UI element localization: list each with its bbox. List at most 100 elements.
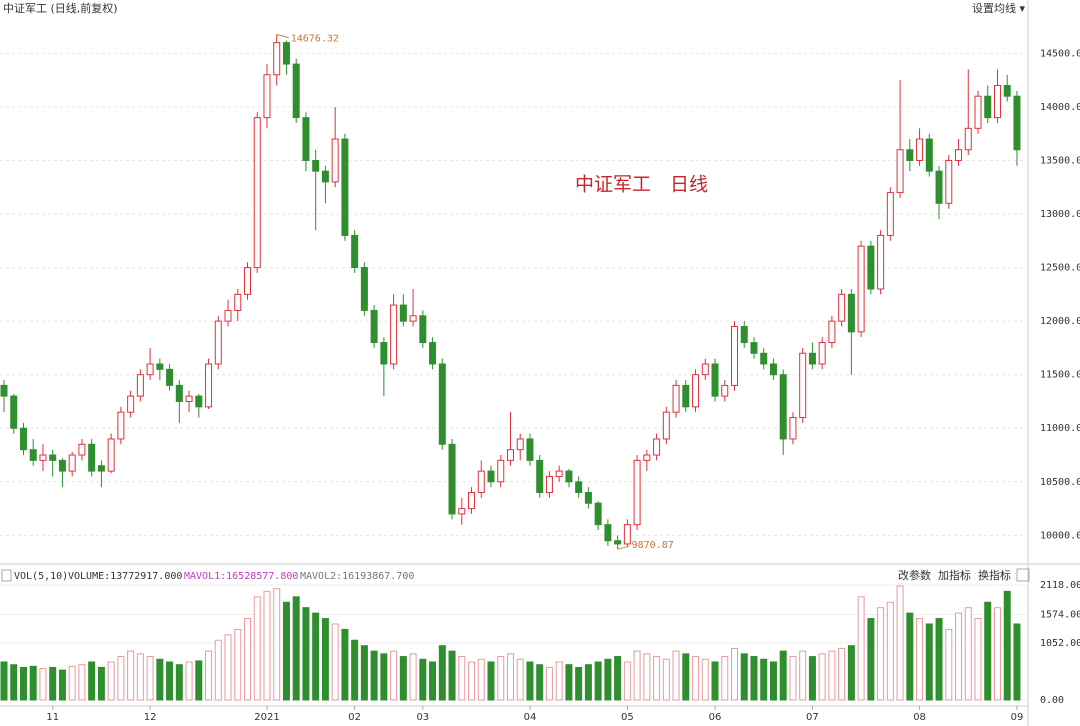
volume-bar	[604, 658, 612, 701]
volume-bar	[39, 668, 47, 701]
candle-body	[78, 443, 86, 456]
volume-bar	[1013, 623, 1021, 701]
volume-bar	[253, 596, 261, 701]
chart-title: 中证军工 (日线,前复权)	[3, 1, 118, 15]
volume-bar	[896, 585, 904, 701]
candle-body	[282, 42, 290, 65]
volume-bar	[19, 666, 27, 701]
volume-bar	[575, 666, 583, 701]
indicator-button[interactable]: 改参数	[898, 568, 931, 582]
y2-tick-label: 0.00	[1040, 695, 1064, 706]
volume-bar	[818, 653, 826, 701]
volume-bar	[399, 656, 407, 701]
candle-body	[906, 149, 914, 161]
candle-body	[166, 368, 174, 386]
candle-body	[253, 117, 261, 269]
y-tick-label: 10500.00	[1040, 477, 1080, 488]
volume-bar	[964, 607, 972, 701]
volume-bar	[662, 658, 670, 701]
low-label: 9870.87	[632, 540, 674, 551]
candle-body	[341, 138, 349, 236]
candle-body	[575, 481, 583, 494]
volume-bar	[516, 658, 524, 701]
candle-body	[662, 411, 670, 440]
candle-body	[955, 149, 963, 161]
volume-bar	[584, 664, 592, 701]
volume-bar	[750, 656, 758, 701]
candle-body	[175, 384, 183, 402]
candle-body	[740, 325, 748, 344]
candle-body	[653, 438, 661, 456]
volume-bar	[419, 658, 427, 701]
candle-body	[672, 384, 680, 413]
candle-body	[49, 454, 57, 461]
x-tick-label: 09	[1011, 712, 1024, 723]
volume-bar	[58, 669, 66, 701]
candle-body	[545, 475, 553, 494]
volume-bar	[487, 661, 495, 701]
candle-body	[838, 293, 846, 322]
volume-bar	[380, 653, 388, 701]
candle-body	[10, 395, 18, 429]
volume-bar	[146, 656, 154, 701]
volume-bar	[185, 661, 193, 701]
candle-body	[468, 492, 476, 510]
volume-bar	[808, 656, 816, 701]
volume-bar	[321, 618, 329, 701]
volume-bar	[88, 661, 96, 701]
x-tick-label: 02	[348, 712, 361, 723]
candle-body	[565, 470, 573, 483]
candle-body	[312, 159, 320, 172]
volume-bar	[623, 661, 631, 701]
volume-bar	[263, 590, 271, 701]
candle-body	[536, 459, 544, 494]
help-icon[interactable]	[1, 569, 12, 582]
volume-bar	[127, 650, 135, 701]
candle-body	[984, 95, 992, 119]
candle-body	[205, 363, 213, 408]
candle-body	[594, 502, 602, 526]
candle-body	[789, 417, 797, 440]
y-tick-label: 12000.00	[1040, 316, 1080, 327]
volume-bar	[282, 601, 290, 701]
volume-readout: VOLUME:13772917.000	[68, 571, 182, 582]
candle-body	[263, 74, 271, 119]
volume-bar	[545, 666, 553, 701]
volume-bar	[955, 612, 963, 701]
volume-bar	[526, 661, 534, 701]
candle-body	[808, 352, 816, 365]
volume-bar	[78, 664, 86, 701]
expand-icon[interactable]	[1016, 568, 1030, 582]
candle-body	[0, 384, 8, 397]
volume-bar	[993, 607, 1001, 701]
candle-body	[682, 384, 690, 408]
volume-bar	[458, 656, 466, 701]
indicator-button[interactable]: 加指标	[938, 568, 971, 582]
y-tick-label: 14500.00	[1040, 48, 1080, 59]
candle-body	[877, 234, 885, 290]
indicator-button[interactable]: 换指标	[978, 568, 1011, 582]
candle-body	[351, 234, 359, 269]
volume-bar	[692, 656, 700, 701]
settings-button[interactable]: 设置均线 ▾	[972, 1, 1025, 15]
candle-body	[399, 304, 407, 322]
x-tick-label: 03	[416, 712, 429, 723]
volume-bar	[448, 650, 456, 701]
candle-body	[643, 454, 651, 461]
volume-bar	[136, 653, 144, 701]
volume-bar	[29, 665, 37, 701]
volume-bar	[731, 647, 738, 701]
candle-body	[799, 352, 807, 419]
candle-body	[127, 395, 135, 413]
volume-bar	[117, 656, 125, 701]
volume-bar	[390, 650, 398, 701]
x-tick-label: 12	[144, 712, 157, 723]
candle-body	[896, 149, 904, 194]
volume-bar	[886, 601, 894, 701]
volume-bar	[68, 665, 76, 701]
candle-body	[692, 374, 700, 408]
volume-bar	[701, 658, 709, 701]
annotation: 中证军工 日线	[575, 174, 708, 196]
candle-body	[429, 342, 437, 365]
